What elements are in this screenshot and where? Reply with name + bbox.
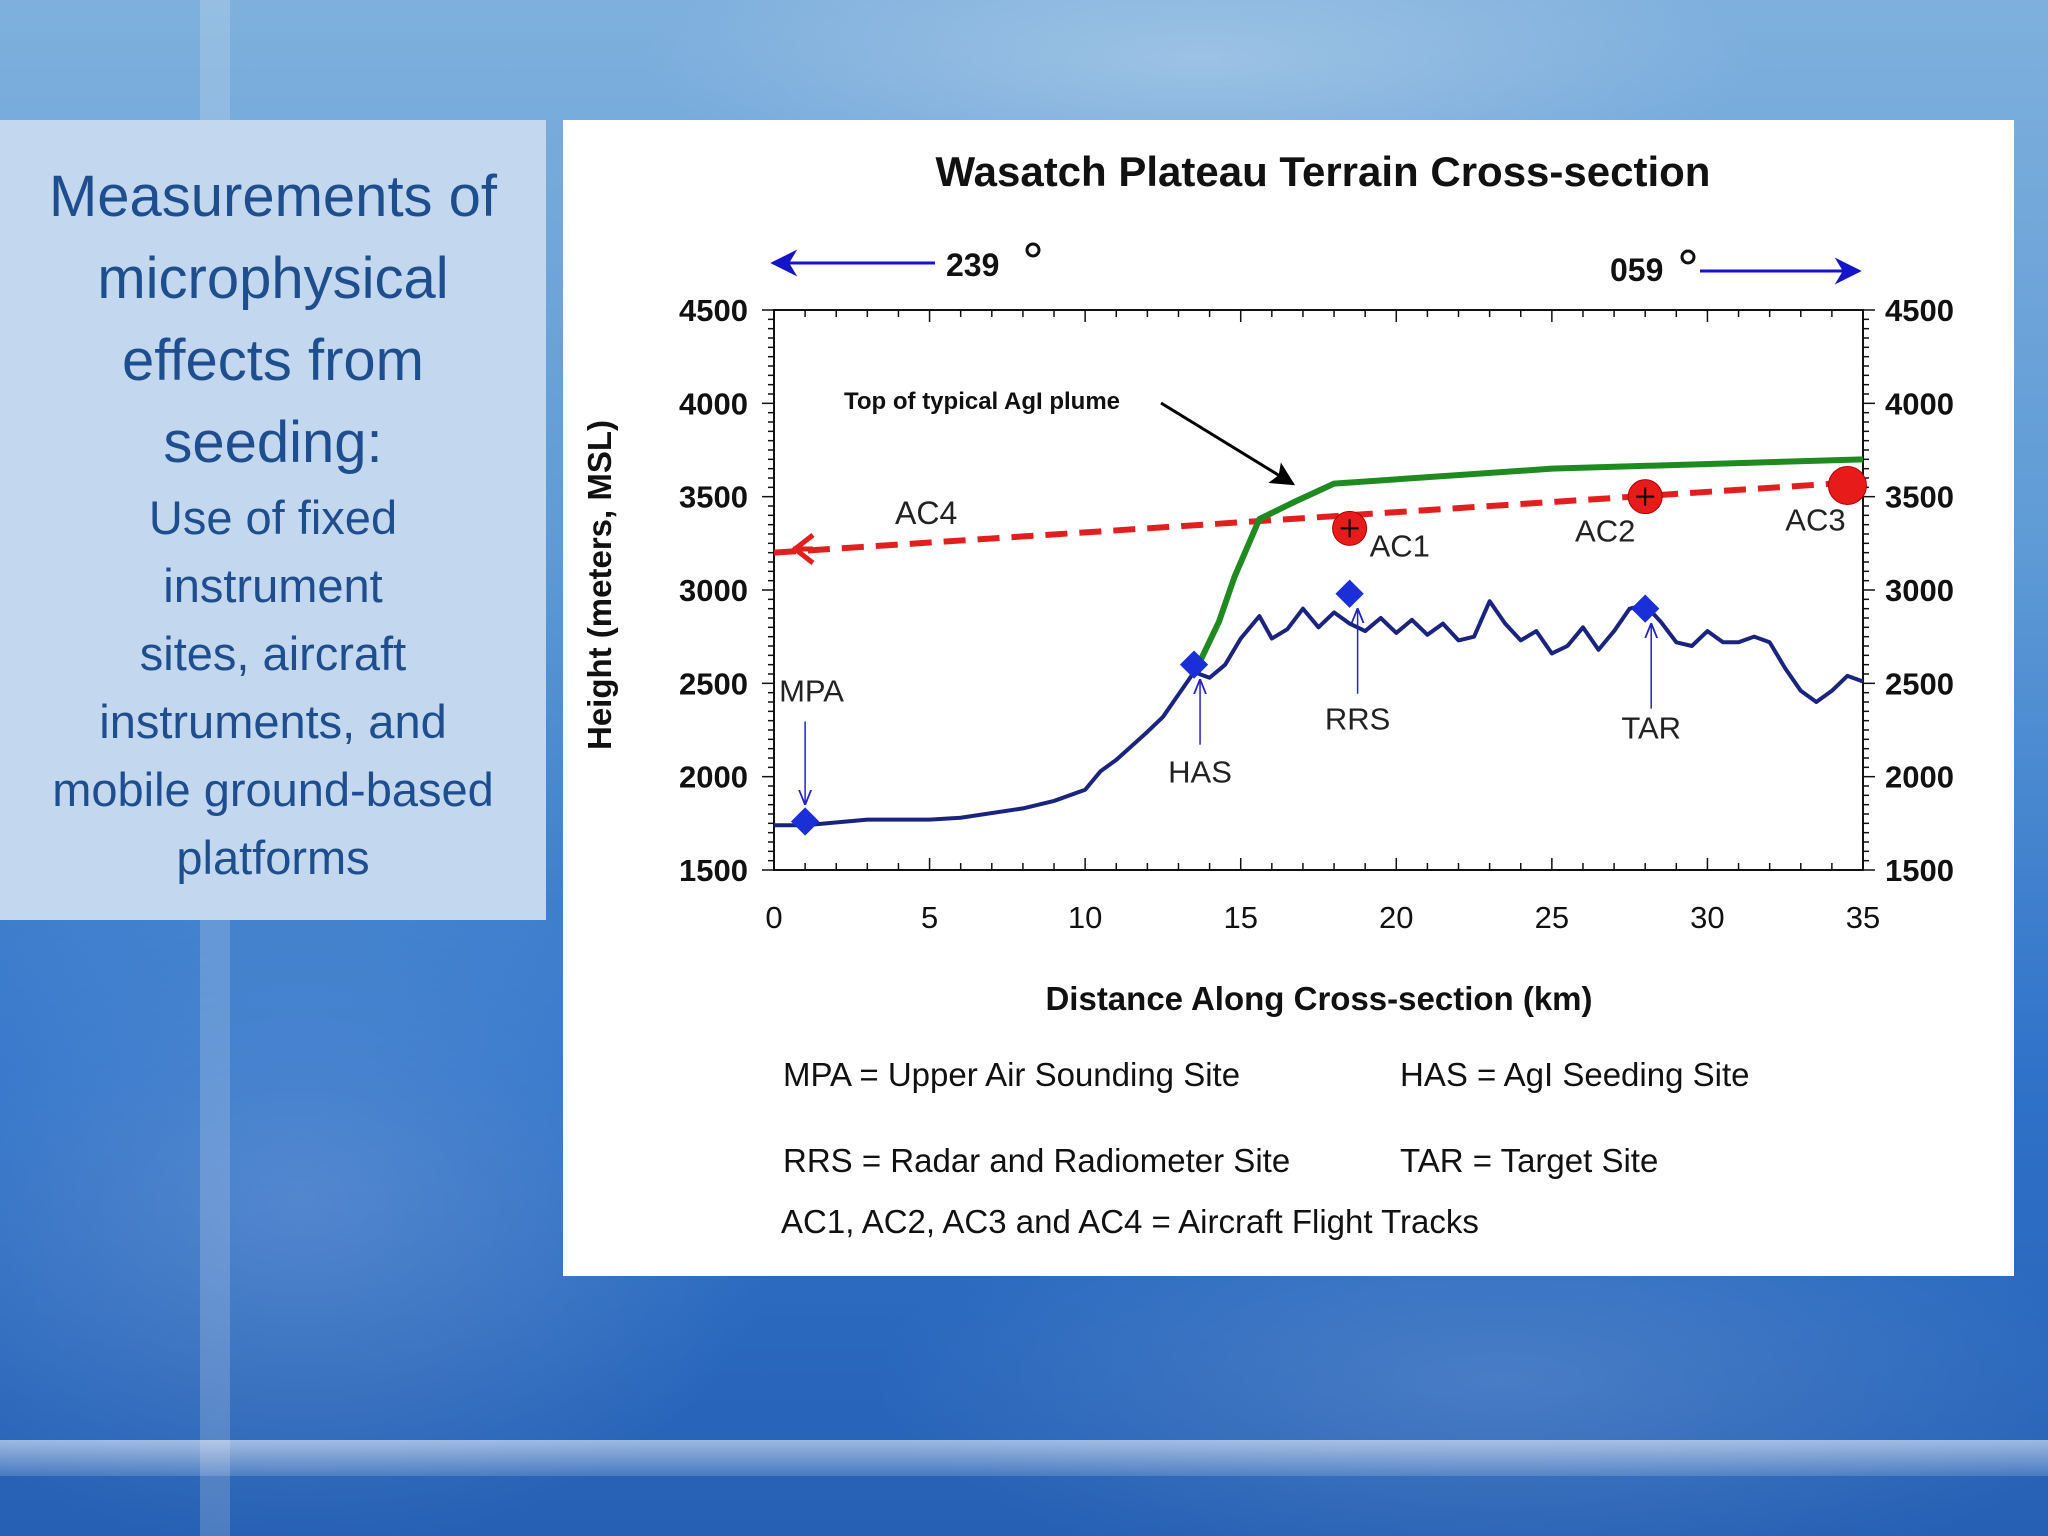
chart-title: Wasatch Plateau Terrain Cross-section — [936, 148, 1711, 195]
slide-body: Use of fixed instrument sites, aircraft … — [13, 484, 533, 892]
site-markers: MPA HAS RRS TAR — [779, 579, 1681, 836]
x-tick-label: 35 — [1846, 900, 1880, 935]
y-tick-label: 3500 — [679, 480, 748, 515]
y-tick-label: 1500 — [679, 853, 748, 888]
heading-line: microphysical — [97, 246, 449, 311]
slide-text-panel: Measurements of microphysical effects fr… — [0, 120, 546, 920]
legend-has: HAS = AgI Seeding Site — [1400, 1056, 1749, 1093]
aircraft-label-ac2: AC2 — [1575, 514, 1635, 549]
plume-annotation-arrow — [1160, 401, 1296, 486]
x-tick-label: 20 — [1379, 900, 1413, 935]
x-tick-label: 15 — [1223, 900, 1257, 935]
aircraft-crosshair-ac2 — [1636, 487, 1655, 506]
y-tick-label-right: 1500 — [1885, 853, 1954, 888]
body-line: platforms — [176, 831, 370, 884]
background-stripe-horizontal — [0, 1440, 2048, 1476]
x-tick-label: 5 — [921, 900, 938, 935]
aircraft-track-arrowhead — [790, 533, 815, 565]
aircraft-crosshair-ac1 — [1340, 519, 1359, 538]
axis-ticks — [762, 309, 1875, 871]
y-tick-label: 2000 — [679, 760, 748, 795]
terrain-line — [774, 599, 1864, 828]
y-tick-label-right: 2000 — [1885, 760, 1954, 795]
direction-label-left: 239 — [946, 247, 999, 283]
aircraft-markers: AC1 AC2 AC3 — [1332, 465, 1867, 563]
y-tick-label: 2500 — [679, 666, 748, 701]
y-axis-label: Height (meters, MSL) — [581, 420, 618, 750]
legend-mpa: MPA = Upper Air Sounding Site — [783, 1056, 1240, 1093]
y-tick-label-right: 2500 — [1885, 666, 1954, 701]
body-line: mobile ground-based — [52, 763, 494, 816]
plume-top-line — [1197, 456, 1864, 663]
body-line: instrument — [163, 559, 383, 612]
track-label-ac4: AC4 — [895, 495, 957, 531]
x-tick-label: 0 — [765, 900, 782, 935]
aircraft-label-ac1: AC1 — [1370, 528, 1430, 563]
y-tick-label-right: 3000 — [1885, 573, 1954, 608]
x-tick-label: 25 — [1535, 900, 1569, 935]
slide-heading: Measurements of microphysical effects fr… — [13, 156, 533, 484]
degree-symbol-right — [1680, 249, 1696, 265]
site-label-rrs: RRS — [1325, 702, 1390, 737]
y-tick-label-right: 4500 — [1885, 293, 1954, 328]
y-tick-labels: 1500 2000 2500 3000 3500 4000 4500 — [679, 293, 748, 888]
site-marker-mpa — [790, 807, 820, 836]
aircraft-track-line — [773, 478, 1864, 556]
site-label-has: HAS — [1168, 755, 1232, 790]
direction-label-right: 059 — [1610, 252, 1663, 288]
x-axis-label: Distance Along Cross-section (km) — [1045, 980, 1592, 1017]
legend-rrs: RRS = Radar and Radiometer Site — [783, 1142, 1290, 1179]
x-tick-label: 10 — [1068, 900, 1102, 935]
y-tick-label: 3000 — [679, 573, 748, 608]
site-marker-has — [1179, 650, 1209, 679]
heading-line: Measurements of — [48, 164, 498, 229]
site-marker-tar — [1631, 594, 1660, 623]
heading-line: seeding: — [163, 410, 383, 475]
y-tick-label-right: 4000 — [1885, 386, 1954, 421]
y-tick-label: 4000 — [679, 386, 748, 421]
legend-aircraft: AC1, AC2, AC3 and AC4 = Aircraft Flight … — [781, 1203, 1479, 1240]
chart-panel: Wasatch Plateau Terrain Cross-section 23… — [563, 120, 2014, 1276]
terrain-chart: Wasatch Plateau Terrain Cross-section 23… — [581, 148, 1954, 1240]
site-marker-rrs — [1335, 579, 1364, 608]
site-label-tar: TAR — [1621, 711, 1681, 746]
body-line: Use of fixed — [148, 491, 398, 544]
legend-tar: TAR = Target Site — [1400, 1142, 1658, 1179]
y-tick-labels-right: 1500 2000 2500 3000 3500 4000 4500 — [1885, 293, 1954, 888]
aircraft-label-ac3: AC3 — [1785, 502, 1845, 537]
y-tick-label: 4500 — [679, 293, 748, 328]
heading-line: effects from — [122, 328, 424, 393]
site-label-mpa: MPA — [779, 673, 844, 708]
x-tick-label: 30 — [1690, 900, 1724, 935]
body-line: sites, aircraft — [139, 627, 407, 680]
aircraft-marker-ac3 — [1827, 465, 1867, 505]
x-tick-labels: 0 5 10 15 20 25 30 35 — [765, 900, 1880, 935]
body-line: instruments, and — [99, 695, 447, 748]
y-tick-label-right: 3500 — [1885, 480, 1954, 515]
plume-annotation: Top of typical AgI plume — [844, 388, 1120, 415]
degree-symbol-left — [1025, 242, 1041, 258]
